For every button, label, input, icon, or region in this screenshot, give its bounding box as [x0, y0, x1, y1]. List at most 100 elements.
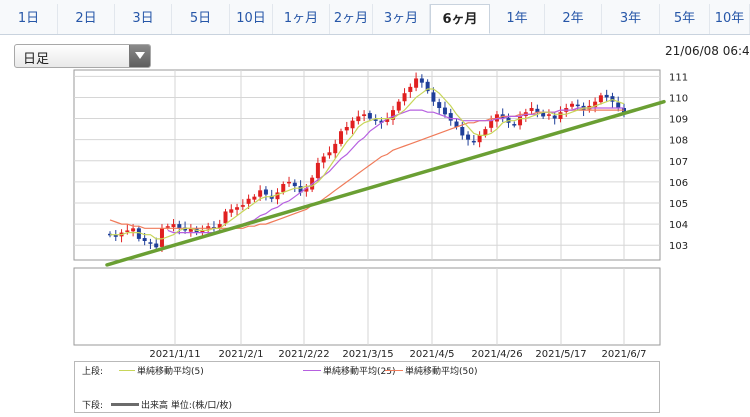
legend-ma25-label: 単純移動平均(25): [323, 367, 396, 377]
candle-body: [136, 228, 141, 239]
candle-body: [477, 135, 482, 143]
candle-body: [177, 224, 182, 229]
candle-body: [367, 113, 372, 119]
candle-body: [154, 243, 159, 248]
ma5-line: [110, 88, 625, 240]
candle-body: [593, 101, 598, 108]
legend-ma5-label: 単純移動平均(5): [137, 367, 204, 377]
tab-4[interactable]: 10日: [230, 4, 273, 34]
tab-7[interactable]: 3ヶ月: [373, 4, 430, 34]
candle-body: [558, 112, 563, 119]
candle-body: [575, 104, 580, 107]
candle-body: [315, 162, 320, 179]
tab-5[interactable]: 1ヶ月: [273, 4, 330, 34]
candle-body: [292, 182, 297, 187]
candle-body: [466, 134, 471, 140]
tab-8[interactable]: 6ヶ月: [430, 4, 490, 34]
legend-ma50-label: 単純移動平均(50): [405, 367, 478, 377]
candle-body: [408, 86, 413, 92]
candle-body: [131, 228, 136, 232]
candle-body: [448, 113, 453, 121]
candle-body: [246, 198, 251, 204]
candle-body: [125, 230, 130, 232]
candle-body: [535, 108, 540, 113]
candle-body: [390, 110, 395, 120]
ma50-line: [109, 109, 624, 229]
candle-body: [159, 228, 164, 247]
tab-9[interactable]: 1年: [490, 4, 545, 34]
price-chart: 103 104 105 106 107 108 109 110 111 2021/1/11 2021…: [73, 69, 688, 360]
candle-body: [512, 124, 517, 126]
tab-2[interactable]: 3日: [115, 4, 172, 34]
chart-datetime: 21/06/08 06:4: [665, 44, 750, 58]
candle-body: [373, 119, 378, 121]
tab-1[interactable]: 2日: [58, 4, 115, 34]
candle-body: [339, 131, 344, 144]
candle-body: [379, 120, 384, 123]
x-tick-label: 2021/4/26: [471, 349, 522, 360]
legend-ma25-line: [303, 370, 321, 371]
legend-volume-label: 出来高 単位:(株/口/枚): [141, 401, 232, 411]
candle-body: [298, 186, 303, 193]
candle-body: [344, 127, 349, 131]
candle-body: [414, 78, 419, 88]
chart-type-select-value: 日足: [23, 52, 50, 67]
period-tabs: 1日 2日 3日 5日 10日 1ヶ月 2ヶ月 3ヶ月 6ヶ月 1年 2年 3年 5年 10年: [0, 0, 750, 35]
candle-body: [304, 188, 309, 192]
candle-body: [240, 205, 245, 207]
y-tick-label: 105: [669, 199, 688, 210]
tab-3[interactable]: 5日: [172, 4, 230, 34]
candle-body: [200, 230, 205, 233]
candle-body: [442, 107, 447, 115]
candle-body: [494, 114, 499, 122]
x-tick-label: 2021/4/5: [410, 349, 455, 360]
y-tick-label: 103: [669, 241, 688, 252]
candle-body: [402, 93, 407, 102]
chart-type-select[interactable]: 日足: [14, 44, 151, 68]
candle-body: [471, 140, 476, 143]
legend-ma5-line: [119, 370, 135, 371]
candle-body: [229, 209, 234, 213]
candle-body: [287, 181, 292, 184]
candle-body: [541, 112, 546, 117]
candle-body: [148, 242, 153, 244]
candle-body: [321, 156, 326, 163]
legend-upper-label: 上段:: [82, 367, 104, 377]
candle-body: [425, 81, 430, 92]
candle-body: [252, 196, 257, 200]
y-tick-label: 106: [669, 178, 688, 189]
x-tick-label: 2021/3/15: [342, 349, 393, 360]
legend-lower-label: 下段:: [82, 401, 104, 411]
y-tick-label: 108: [669, 136, 688, 147]
candle-body: [437, 102, 442, 108]
candle-body: [529, 108, 534, 111]
candle-body: [327, 152, 332, 156]
tab-11[interactable]: 3年: [602, 4, 660, 34]
x-tick-label: 2021/6/7: [602, 349, 647, 360]
candle-body: [489, 120, 494, 128]
candle-body: [333, 143, 338, 154]
candle-body: [275, 192, 280, 200]
candle-body: [598, 95, 603, 103]
candle-body: [113, 235, 118, 237]
candle-body: [223, 211, 228, 224]
y-tick-label: 107: [669, 157, 688, 168]
chart-legend: 上段: 単純移動平均(5) 単純移動平均(25) 単純移動平均(50) 下段: …: [74, 361, 660, 413]
candle-body: [483, 129, 488, 136]
candle-body: [235, 207, 240, 210]
candle-body: [396, 101, 401, 111]
tab-10[interactable]: 2年: [545, 4, 602, 34]
candle-body: [183, 227, 188, 231]
tab-12[interactable]: 5年: [660, 4, 710, 34]
tab-0[interactable]: 1日: [0, 4, 58, 34]
candle-body: [281, 184, 286, 193]
tab-6[interactable]: 2ヶ月: [330, 4, 373, 34]
x-tick-label: 2021/1/11: [149, 349, 200, 360]
volume-panel: [73, 267, 661, 346]
legend-volume-line: [111, 403, 139, 406]
chevron-down-icon[interactable]: [129, 45, 150, 67]
candle-body: [616, 102, 621, 108]
candle-body: [258, 190, 263, 197]
trendline: [105, 99, 666, 267]
candle-body: [350, 120, 355, 129]
